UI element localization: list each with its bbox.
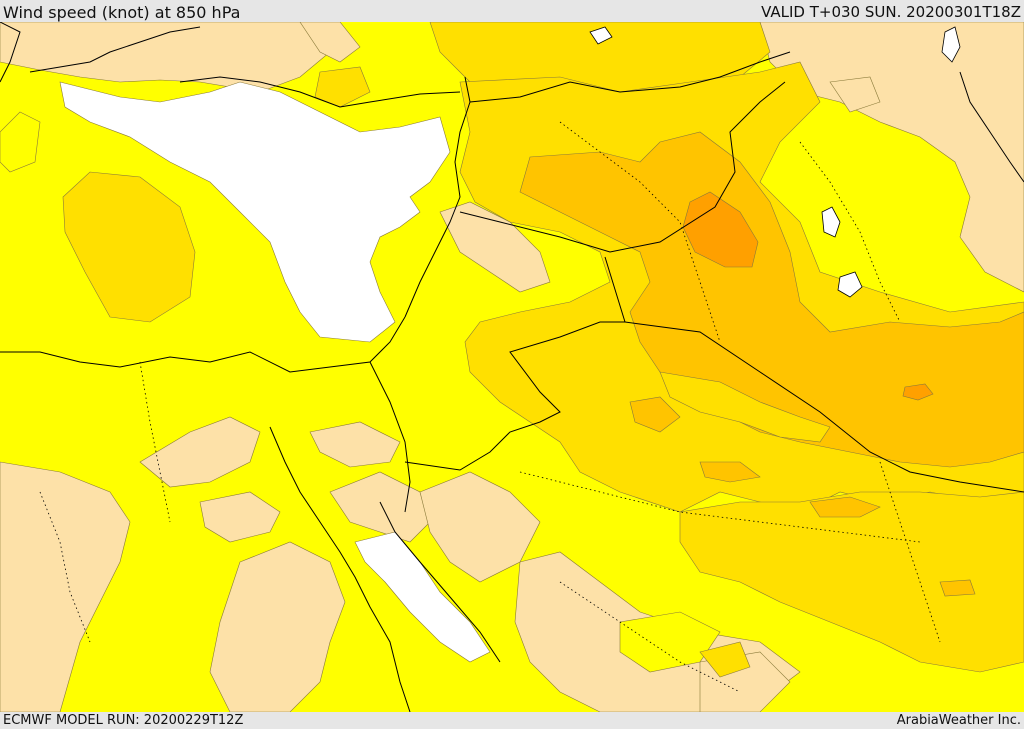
very-strong-wind-zones — [682, 191, 934, 401]
wind-speed-map — [0, 22, 1024, 712]
strong-wind-zones — [519, 131, 1024, 597]
valid-time: VALID T+030 SUN. 20200301T18Z — [761, 3, 1021, 21]
credit-label: ArabiaWeather Inc. — [896, 713, 1021, 728]
admin-boundaries — [39, 121, 941, 693]
model-run-label: ECMWF MODEL RUN: 20200229T12Z — [3, 713, 244, 728]
lakes — [589, 26, 961, 298]
map-title: Wind speed (knot) at 850 hPa — [3, 3, 241, 22]
calm-wind-zones — [59, 81, 491, 663]
map-header: Wind speed (knot) at 850 hPa VALID T+030… — [0, 0, 1024, 22]
map-footer: ECMWF MODEL RUN: 20200229T12Z ArabiaWeat… — [0, 712, 1024, 729]
coastlines-and-borders — [0, 22, 1024, 712]
